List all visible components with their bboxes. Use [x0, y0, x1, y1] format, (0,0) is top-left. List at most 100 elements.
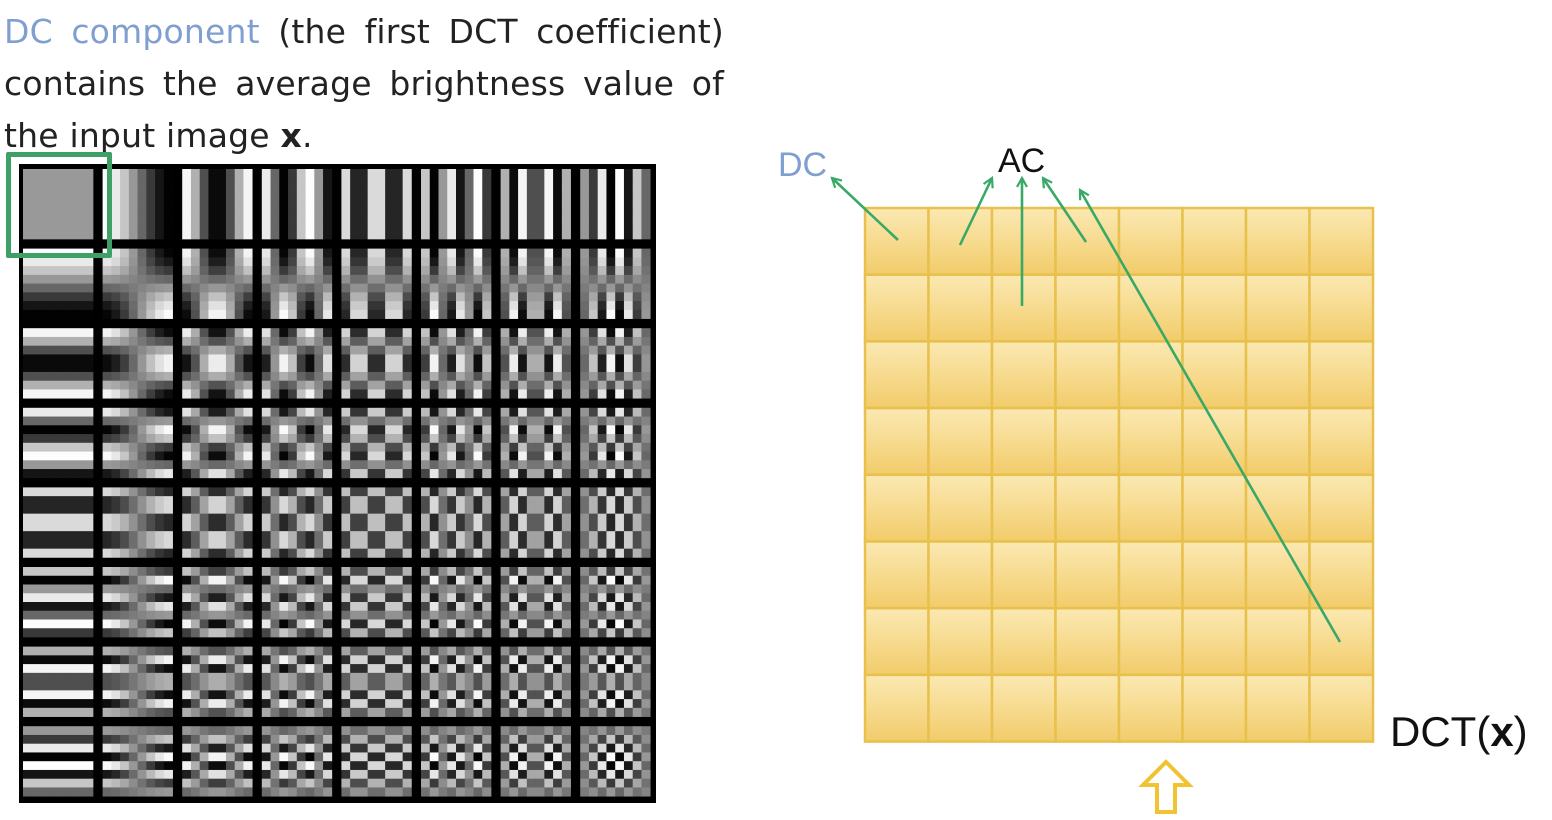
- basis-cell: [23, 407, 94, 479]
- coefficient-cell: [1244, 606, 1311, 677]
- coefficient-cell: [863, 673, 930, 743]
- basis-cell: [23, 169, 94, 240]
- basis-cell: [261, 567, 333, 638]
- dct-label-variable: x: [1490, 708, 1514, 755]
- coefficient-cell: [1244, 340, 1311, 410]
- coefficient-cell: [1244, 406, 1311, 477]
- coefficient-cell: [927, 673, 994, 743]
- coefficient-cell: [927, 473, 994, 543]
- coefficient-cell: [990, 406, 1057, 477]
- ac-arrow: [958, 178, 992, 246]
- coefficient-cell: [1308, 606, 1375, 677]
- coefficient-cell: [1181, 273, 1248, 343]
- coefficient-cell: [990, 340, 1057, 410]
- basis-cell: [261, 487, 333, 558]
- basis-cell: [580, 328, 651, 399]
- coefficient-cell: [990, 206, 1057, 276]
- dc-ac-pointer-arrows: [832, 178, 1342, 643]
- dct-basis-functions-grid: [19, 164, 656, 803]
- coefficient-cell: [863, 406, 930, 477]
- basis-cell: [23, 328, 94, 399]
- ac-label: AC: [998, 142, 1046, 180]
- coefficient-cell: [863, 606, 930, 677]
- coefficient-cell: [1181, 473, 1248, 543]
- basis-cell: [421, 407, 492, 479]
- basis-cell: [261, 169, 333, 240]
- basis-cell: [421, 567, 492, 638]
- basis-cell: [500, 248, 571, 319]
- basis-cell: [580, 567, 651, 638]
- dct-output-label: DCT(x): [1390, 708, 1528, 756]
- basis-cell: [580, 646, 651, 717]
- basis-cell: [102, 646, 173, 717]
- basis-cell: [182, 169, 253, 240]
- basis-cell: [341, 726, 412, 797]
- coefficient-cell: [1181, 206, 1248, 276]
- dct-coefficient-grid: [770, 140, 1375, 743]
- caption-input-variable: x: [280, 116, 302, 155]
- basis-cell: [500, 407, 571, 479]
- basis-cell: [261, 248, 333, 319]
- coefficient-cell: [1054, 406, 1121, 477]
- basis-cell: [102, 726, 173, 797]
- coefficient-cell: [1117, 406, 1184, 477]
- coefficient-cell: [1308, 473, 1375, 543]
- coefficient-cell: [990, 273, 1057, 343]
- dc-basis-highlight-box: [6, 152, 112, 258]
- coefficient-cell: [1308, 273, 1375, 343]
- basis-cell: [580, 248, 651, 319]
- basis-cell: [182, 407, 253, 479]
- coefficient-cell: [1117, 273, 1184, 343]
- coefficient-cell: [1308, 540, 1375, 610]
- basis-cell: [500, 646, 571, 717]
- basis-cell: [182, 646, 253, 717]
- coefficient-cell: [1181, 606, 1248, 677]
- coefficient-cell: [1181, 406, 1248, 477]
- coefficient-cell: [1308, 673, 1375, 743]
- basis-cell: [182, 726, 253, 797]
- coefficient-cell: [927, 540, 994, 610]
- basis-cell: [102, 328, 173, 399]
- coefficient-cell: [1244, 473, 1311, 543]
- caption-end: .: [302, 116, 313, 155]
- basis-cell: [500, 169, 571, 240]
- basis-cell: [580, 487, 651, 558]
- caption-text: DC component (the first DCT coefficient)…: [4, 6, 724, 162]
- coefficient-cell: [863, 340, 930, 410]
- basis-cell: [23, 487, 94, 558]
- ac-arrow: [1080, 190, 1342, 643]
- coefficient-cell: [990, 473, 1057, 543]
- basis-cell: [421, 248, 492, 319]
- basis-cell: [341, 328, 412, 399]
- coefficient-cell: [1117, 206, 1184, 276]
- coefficient-cell: [1117, 340, 1184, 410]
- basis-cell: [580, 407, 651, 479]
- coefficient-cell: [1054, 540, 1121, 610]
- coefficient-cell: [990, 606, 1057, 677]
- basis-cell: [500, 726, 571, 797]
- coefficient-cell: [927, 206, 994, 276]
- basis-cell: [102, 248, 173, 319]
- basis-cell: [261, 726, 333, 797]
- coefficient-cell: [927, 406, 994, 477]
- coefficient-cell: [1308, 206, 1375, 276]
- basis-cell: [261, 407, 333, 479]
- coefficient-cell: [1054, 340, 1121, 410]
- coefficient-cell: [1117, 673, 1184, 743]
- basis-cell: [421, 726, 492, 797]
- basis-cell: [261, 328, 333, 399]
- coefficient-cell: [1054, 673, 1121, 743]
- basis-cell: [341, 248, 412, 319]
- basis-cell: [182, 328, 253, 399]
- basis-cell: [421, 487, 492, 558]
- coefficient-cell: [1181, 340, 1248, 410]
- dc-component-term: DC component: [4, 12, 260, 51]
- caption-body: (the first DCT coefficient) contains the…: [4, 12, 724, 155]
- basis-patterns: [23, 169, 651, 797]
- dc-label: DC: [778, 146, 828, 184]
- coefficient-cell: [1054, 473, 1121, 543]
- basis-cell: [421, 328, 492, 399]
- coefficient-cell: [1117, 473, 1184, 543]
- basis-cell: [23, 726, 94, 797]
- coefficient-cell: [1181, 673, 1248, 743]
